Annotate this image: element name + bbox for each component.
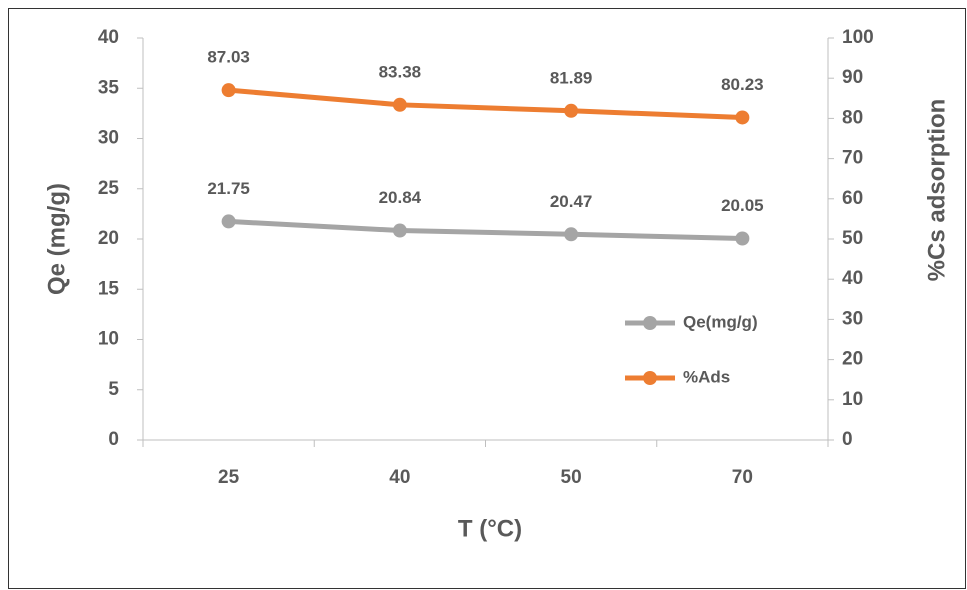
- legend-label: %Ads: [683, 367, 730, 386]
- y2-tick-label: 50: [842, 228, 863, 249]
- data-label: 80.23: [721, 75, 764, 94]
- y-tick-label: 5: [108, 379, 119, 400]
- y-axis-title: Qe (mg/g): [43, 183, 70, 295]
- y-tick-label: 40: [98, 27, 119, 48]
- x-axis-title: T (°C): [458, 515, 522, 542]
- y2-tick-label: 80: [842, 107, 863, 128]
- point: [564, 227, 579, 242]
- point: [735, 231, 750, 246]
- y2-tick-label: 10: [842, 389, 863, 410]
- y-tick-label: 35: [98, 77, 120, 98]
- y2-tick-label: 40: [842, 268, 863, 289]
- y2-tick-label: 100: [842, 27, 874, 48]
- y-tick-label: 15: [98, 278, 120, 299]
- legend-marker: [643, 371, 657, 385]
- y-tick-label: 10: [98, 329, 119, 350]
- point: [392, 97, 407, 112]
- point: [221, 83, 236, 98]
- legend-label: Qe(mg/g): [683, 312, 758, 331]
- y-tick-label: 0: [108, 429, 119, 450]
- data-label: 83.38: [379, 62, 422, 81]
- data-label: 21.75: [207, 179, 250, 198]
- series-line: [226, 218, 745, 241]
- x-tick-label: 50: [561, 467, 582, 488]
- x-tick-label: 40: [389, 467, 410, 488]
- y2-tick-label: 90: [842, 67, 863, 88]
- data-label: 20.84: [379, 188, 422, 207]
- point: [735, 110, 750, 125]
- frame: [8, 8, 966, 589]
- y2-tick-label: 60: [842, 188, 863, 209]
- y2-tick-label: 20: [842, 349, 863, 370]
- point: [564, 103, 579, 118]
- x-tick-label: 25: [218, 467, 240, 488]
- y-tick-label: 30: [98, 128, 119, 149]
- x-tick-label: 70: [732, 467, 753, 488]
- data-label: 20.47: [550, 192, 593, 211]
- y2-axis-title: %Cs adsorption: [923, 99, 950, 282]
- data-label: 20.05: [721, 196, 764, 215]
- point: [392, 223, 407, 238]
- y2-tick-label: 30: [842, 308, 863, 329]
- y-tick-label: 25: [98, 178, 120, 199]
- series-line: [226, 87, 745, 120]
- data-label: 87.03: [207, 48, 250, 67]
- point: [221, 214, 236, 229]
- y-tick-label: 20: [98, 228, 119, 249]
- legend-marker: [643, 316, 657, 330]
- y2-tick-label: 70: [842, 148, 863, 169]
- y2-tick-label: 0: [842, 429, 853, 450]
- data-label: 81.89: [550, 68, 593, 87]
